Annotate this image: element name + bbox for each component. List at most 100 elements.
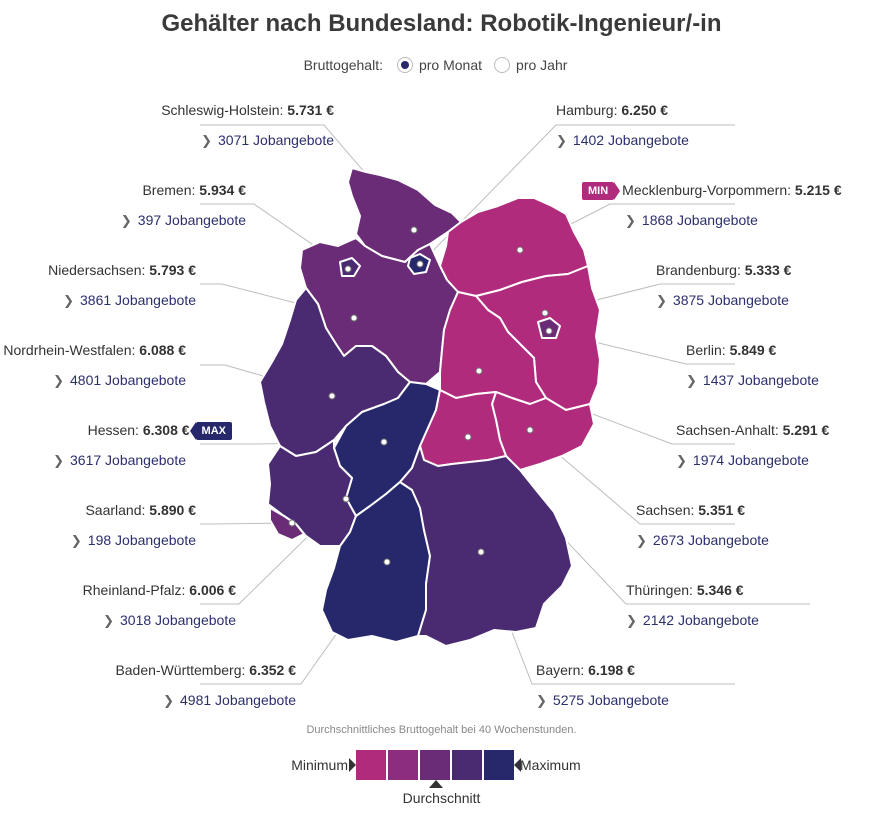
legend-avg-label: Durchschnitt <box>402 790 481 806</box>
marker-rp <box>342 495 350 503</box>
marker-st <box>475 367 483 375</box>
state-salary: 6.308 € <box>142 422 190 438</box>
label-saarland[interactable]: Saarland: 5.890 € ❯ 198 Jobangebote <box>71 500 196 550</box>
job-offers-link[interactable]: 3861 Jobangebote <box>80 292 196 308</box>
job-offers-link[interactable]: 1402 Jobangebote <box>572 132 689 148</box>
state-name: Rheinland-Pfalz: <box>82 582 186 598</box>
job-offers-link[interactable]: 1974 Jobangebote <box>692 452 809 468</box>
legend-swatch-5 <box>484 750 514 780</box>
radio-pro-jahr[interactable]: pro Jahr <box>494 57 567 73</box>
legend-arrow-avg-icon <box>429 780 443 788</box>
label-berlin[interactable]: Berlin: 5.849 € ❯ 1437 Jobangebote <box>686 340 819 390</box>
marker-hb <box>344 265 352 273</box>
state-salary: 6.006 € <box>189 582 236 598</box>
state-salary: 5.333 € <box>744 262 792 278</box>
chevron-right-icon: ❯ <box>536 693 547 708</box>
marker-be <box>545 327 553 335</box>
label-baden-wuerttemberg[interactable]: Baden-Württemberg: 6.352 € ❯ 4981 Jobange… <box>115 660 296 710</box>
state-salary: 5.291 € <box>782 422 830 438</box>
radio-label-monat: pro Monat <box>418 57 483 73</box>
marker-sl <box>288 519 296 527</box>
chevron-right-icon: ❯ <box>53 373 64 388</box>
max-badge: MAX <box>189 422 232 440</box>
state-name: Brandenburg: <box>656 262 741 278</box>
label-nordrhein-westfalen[interactable]: Nordrhein-Westfalen: 6.088 € ❯ 4801 Joban… <box>3 340 186 390</box>
state-name: Niedersachsen: <box>48 262 146 278</box>
region-bayern[interactable] <box>399 445 573 647</box>
state-salary: 6.250 € <box>621 102 669 118</box>
job-offers-link[interactable]: 4801 Jobangebote <box>70 372 186 388</box>
state-salary: 5.731 € <box>287 102 334 118</box>
state-salary: 5.215 € <box>794 182 842 198</box>
state-name: Nordrhein-Westfalen: <box>3 342 136 358</box>
chevron-right-icon: ❯ <box>70 533 82 548</box>
marker-by <box>477 548 485 556</box>
page-title: Gehälter nach Bundesland: Robotik-Ingeni… <box>161 10 722 37</box>
job-offers-link[interactable]: 397 Jobangebote <box>137 212 246 228</box>
state-name: Hamburg: <box>556 102 618 118</box>
radio-pro-monat[interactable]: pro Monat <box>396 57 483 73</box>
chevron-right-icon: ❯ <box>686 373 697 388</box>
job-offers-link[interactable]: 3071 Jobangebote <box>218 132 334 148</box>
label-hamburg[interactable]: Hamburg: 6.250 € ❯ 1402 Jobangebote <box>556 100 689 150</box>
color-legend: Minimum Maximum <box>0 750 883 790</box>
leader-line-sl <box>200 522 293 525</box>
chevron-right-icon: ❯ <box>63 293 74 308</box>
region-markers <box>288 226 553 566</box>
chevron-right-icon: ❯ <box>636 533 647 548</box>
job-offers-link[interactable]: 3018 Jobangebote <box>120 612 236 628</box>
state-name: Baden-Württemberg: <box>115 662 246 678</box>
label-sachsen[interactable]: Sachsen: 5.351 € ❯ 2673 Jobangebote <box>636 500 769 550</box>
state-salary: 5.351 € <box>698 502 745 518</box>
label-thueringen[interactable]: Thüringen: 5.346 € ❯ 2142 Jobangebote <box>626 580 759 630</box>
job-offers-link[interactable]: 1868 Jobangebote <box>641 212 758 228</box>
min-badge: MIN <box>582 182 621 200</box>
label-bremen[interactable]: Bremen: 5.934 € ❯ 397 Jobangebote <box>121 180 246 230</box>
label-bayern[interactable]: Bayern: 6.198 € ❯ 5275 Jobangebote <box>536 660 669 710</box>
job-offers-link[interactable]: 5275 Jobangebote <box>552 692 669 708</box>
state-salary: 5.346 € <box>696 582 744 598</box>
state-salary: 5.934 € <box>199 182 246 198</box>
job-offers-link[interactable]: 2142 Jobangebote <box>642 612 759 628</box>
chevron-right-icon: ❯ <box>626 613 637 628</box>
chevron-right-icon: ❯ <box>53 453 64 468</box>
marker-hh <box>416 260 424 268</box>
leader-line-sn <box>529 429 735 525</box>
job-offers-link[interactable]: 3875 Jobangebote <box>672 292 789 308</box>
job-offers-link[interactable]: 2673 Jobangebote <box>652 532 769 548</box>
legend-min-label: Minimum <box>291 757 348 773</box>
marker-nw <box>328 392 336 400</box>
marker-mv <box>516 246 524 254</box>
state-name: Berlin: <box>686 342 726 358</box>
label-brandenburg[interactable]: Brandenburg: 5.333 € ❯ 3875 Jobangebote <box>656 260 791 310</box>
radio-unselected-icon[interactable] <box>494 57 511 73</box>
legend-swatch-2 <box>388 750 420 780</box>
chevron-right-icon: ❯ <box>201 133 212 148</box>
region-saarland[interactable] <box>269 507 305 541</box>
label-mecklenburg-vorpommern[interactable]: MIN Mecklenburg-Vorpommern: 5.215 € ❯ 1868… <box>582 180 842 230</box>
legend-arrow-min-icon <box>349 758 356 772</box>
state-salary: 5.849 € <box>729 342 777 358</box>
state-name: Sachsen-Anhalt: <box>676 422 779 438</box>
leader-line-hh <box>419 124 735 265</box>
job-offers-link[interactable]: 4981 Jobangebote <box>180 692 296 708</box>
job-offers-link[interactable]: 1437 Jobangebote <box>702 372 819 388</box>
marker-ni <box>350 314 358 322</box>
state-name: Thüringen: <box>626 582 693 598</box>
chevron-right-icon: ❯ <box>656 293 667 308</box>
label-sachsen-anhalt[interactable]: Sachsen-Anhalt: 5.291 € ❯ 1974 Jobangebot… <box>676 420 829 470</box>
state-salary: 6.352 € <box>249 662 296 678</box>
state-name: Sachsen: <box>636 502 695 518</box>
label-hessen[interactable]: Hessen: 6.308 € MAX ❯ 3617 Jobangebote <box>53 420 232 470</box>
radio-selected-icon[interactable] <box>396 57 413 73</box>
label-rheinland-pfalz[interactable]: Rheinland-Pfalz: 6.006 € ❯ 3018 Jobangebo… <box>83 580 236 630</box>
label-niedersachsen[interactable]: Niedersachsen: 5.793 € ❯ 3861 Jobangebote <box>48 260 196 310</box>
label-schleswig-holstein[interactable]: Schleswig-Holstein: 5.731 € ❯ 3071 Jobang… <box>161 100 334 150</box>
state-name: Bremen: <box>142 182 196 198</box>
state-salary: 6.198 € <box>588 662 635 678</box>
job-offers-link[interactable]: 198 Jobangebote <box>87 532 196 548</box>
state-name: Mecklenburg-Vorpommern: <box>622 182 792 198</box>
job-offers-link[interactable]: 3617 Jobangebote <box>70 452 186 468</box>
state-name: Schleswig-Holstein: <box>161 102 284 118</box>
